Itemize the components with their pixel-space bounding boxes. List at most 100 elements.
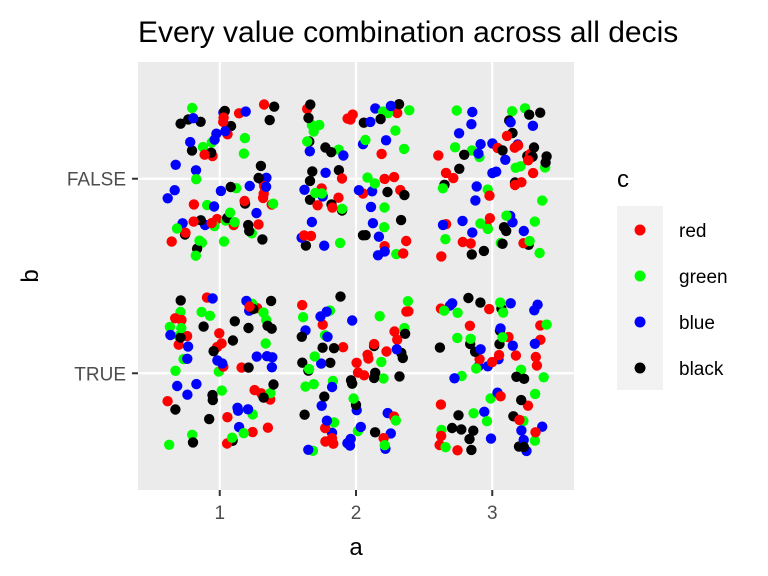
- point-green: [196, 306, 207, 318]
- point-blue: [207, 293, 218, 304]
- point-black: [317, 342, 328, 353]
- point-black: [325, 357, 336, 368]
- point-green: [348, 393, 359, 404]
- legend-label-green: green: [679, 267, 728, 288]
- x-tick-label: 2: [351, 503, 362, 524]
- point-blue: [518, 225, 529, 237]
- point-red: [493, 349, 505, 361]
- point-green: [216, 385, 227, 396]
- point-red: [435, 399, 447, 410]
- point-blue: [316, 400, 327, 411]
- point-red: [527, 167, 539, 179]
- point-black: [357, 230, 369, 241]
- point-blue: [185, 136, 196, 148]
- point-green: [402, 296, 414, 307]
- point-red: [214, 328, 225, 339]
- point-blue: [457, 215, 468, 227]
- point-blue: [466, 119, 477, 130]
- point-blue: [485, 433, 497, 444]
- point-green: [390, 125, 401, 136]
- point-green: [529, 216, 540, 227]
- point-green: [485, 393, 496, 404]
- point-black: [518, 373, 530, 384]
- point-blue: [527, 120, 539, 131]
- point-black: [303, 112, 314, 124]
- point-green: [452, 307, 463, 318]
- point-blue: [319, 240, 330, 251]
- point-black: [243, 362, 254, 373]
- point-black: [541, 151, 552, 162]
- point-black: [265, 295, 277, 307]
- point-black: [268, 379, 279, 390]
- point-green: [440, 442, 451, 453]
- point-red: [218, 112, 229, 123]
- point-red: [258, 99, 270, 110]
- point-red: [484, 303, 495, 315]
- point-green: [495, 297, 506, 308]
- point-blue: [338, 150, 349, 161]
- point-red: [516, 177, 527, 188]
- point-black: [225, 181, 236, 193]
- point-red: [244, 301, 255, 312]
- point-black: [454, 163, 465, 174]
- point-blue: [516, 425, 527, 436]
- point-blue: [475, 139, 486, 150]
- point-green: [268, 198, 279, 209]
- point-green: [191, 174, 202, 185]
- point-red: [389, 326, 400, 337]
- x-axis: 1 2 3: [214, 490, 498, 524]
- point-blue: [321, 306, 332, 317]
- point-blue: [344, 440, 356, 451]
- point-blue: [505, 117, 516, 128]
- point-black: [453, 410, 464, 421]
- legend: c red green blue black: [617, 166, 728, 390]
- point-black: [175, 118, 186, 129]
- point-red: [435, 430, 447, 442]
- point-black: [399, 189, 410, 201]
- point-red: [440, 167, 452, 179]
- point-green: [501, 210, 512, 221]
- point-blue: [220, 126, 231, 137]
- point-blue: [367, 218, 379, 229]
- legend-key-black: [634, 362, 646, 374]
- point-blue: [316, 358, 327, 369]
- point-blue: [320, 167, 331, 178]
- point-red: [530, 427, 541, 438]
- point-blue: [232, 405, 244, 416]
- point-red: [320, 436, 331, 447]
- point-blue: [260, 181, 272, 192]
- point-red: [247, 426, 258, 438]
- point-black: [516, 394, 527, 406]
- point-blue: [209, 134, 220, 145]
- point-red: [512, 140, 524, 151]
- point-blue: [353, 185, 365, 196]
- point-blue: [475, 344, 486, 355]
- point-green: [360, 134, 371, 146]
- point-blue: [242, 404, 254, 415]
- legend-label-black: black: [679, 359, 724, 380]
- legend-label-red: red: [679, 221, 706, 242]
- point-blue: [479, 406, 490, 417]
- point-green: [437, 183, 449, 194]
- point-red: [474, 354, 485, 365]
- point-red: [436, 251, 447, 262]
- point-black: [258, 392, 269, 403]
- point-green: [374, 311, 385, 322]
- point-blue: [366, 186, 378, 197]
- point-black: [244, 225, 255, 237]
- point-green: [465, 333, 476, 344]
- point-red: [312, 200, 323, 211]
- point-black: [397, 352, 408, 364]
- point-green: [468, 408, 479, 419]
- point-black: [463, 292, 474, 304]
- point-black: [475, 297, 486, 308]
- point-black: [335, 291, 346, 302]
- legend-label-blue: blue: [679, 313, 715, 334]
- point-black: [478, 245, 490, 257]
- point-green: [510, 162, 521, 173]
- point-green: [369, 178, 381, 189]
- point-red: [328, 438, 339, 449]
- point-black: [229, 316, 240, 327]
- point-blue: [165, 329, 176, 341]
- point-blue: [500, 154, 511, 165]
